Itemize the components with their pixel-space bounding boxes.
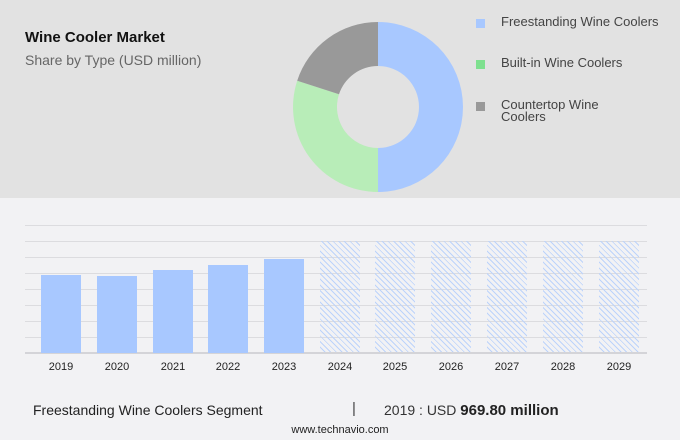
legend-swatch bbox=[476, 19, 485, 28]
legend-item-built-in: Built-in Wine Coolers bbox=[476, 55, 661, 69]
x-tick-label: 2023 bbox=[271, 361, 297, 373]
source-url: www.technavio.com bbox=[291, 424, 389, 436]
bar-2021 bbox=[153, 270, 193, 353]
x-tick-label: 2020 bbox=[104, 361, 130, 373]
bar-2022 bbox=[208, 265, 248, 353]
bar-2020 bbox=[97, 276, 137, 353]
x-tick-label: 2026 bbox=[438, 361, 464, 373]
legend-item-countertop: Countertop Wine Coolers bbox=[476, 97, 631, 123]
bar-2026-forecast bbox=[431, 241, 471, 352]
x-tick-label: 2025 bbox=[382, 361, 408, 373]
bar-2019 bbox=[41, 275, 81, 353]
legend-item-freestanding: Freestanding Wine Coolers bbox=[476, 14, 661, 28]
x-tick-label: 2024 bbox=[327, 361, 353, 373]
x-tick-label: 2021 bbox=[160, 361, 186, 373]
donut-slice-countertop bbox=[297, 22, 378, 95]
gridline bbox=[25, 225, 647, 226]
value-amount: 969.80 million bbox=[460, 402, 559, 419]
legend-label: Countertop Wine Coolers bbox=[501, 97, 599, 124]
x-tick-label: 2022 bbox=[215, 361, 241, 373]
legend-label: Freestanding Wine Coolers bbox=[501, 14, 659, 29]
chart-title: Wine Cooler Market bbox=[25, 29, 165, 46]
x-tick-label: 2019 bbox=[48, 361, 74, 373]
bar-2028-forecast bbox=[543, 241, 583, 352]
bar-2027-forecast bbox=[487, 241, 527, 352]
bar-2024-forecast bbox=[320, 241, 360, 352]
legend-label: Built-in Wine Coolers bbox=[501, 55, 623, 70]
segment-label: Freestanding Wine Coolers Segment bbox=[33, 402, 263, 418]
summary-panel: Wine Cooler Market Share by Type (USD mi… bbox=[0, 0, 680, 198]
legend-swatch bbox=[476, 60, 485, 69]
separator: | bbox=[352, 400, 356, 417]
chart-subtitle: Share by Type (USD million) bbox=[25, 52, 202, 68]
x-tick-label: 2027 bbox=[494, 361, 520, 373]
segment-value: 2019 : USD 969.80 million bbox=[384, 402, 559, 419]
donut-slice-freestanding bbox=[378, 22, 463, 192]
bar-2025-forecast bbox=[375, 241, 415, 352]
x-axis bbox=[25, 352, 647, 354]
bar-chart: 2019 2020 2021 2022 2023 2024 2025 2026 … bbox=[25, 220, 647, 380]
x-tick-label: 2028 bbox=[550, 361, 576, 373]
donut-slice-built-in bbox=[293, 80, 378, 192]
legend-swatch bbox=[476, 102, 485, 111]
share-donut-chart bbox=[293, 22, 463, 192]
bar-2023 bbox=[264, 259, 304, 353]
x-tick-label: 2029 bbox=[606, 361, 632, 373]
value-prefix: 2019 : USD bbox=[384, 402, 457, 418]
bar-2029-forecast bbox=[599, 241, 639, 352]
